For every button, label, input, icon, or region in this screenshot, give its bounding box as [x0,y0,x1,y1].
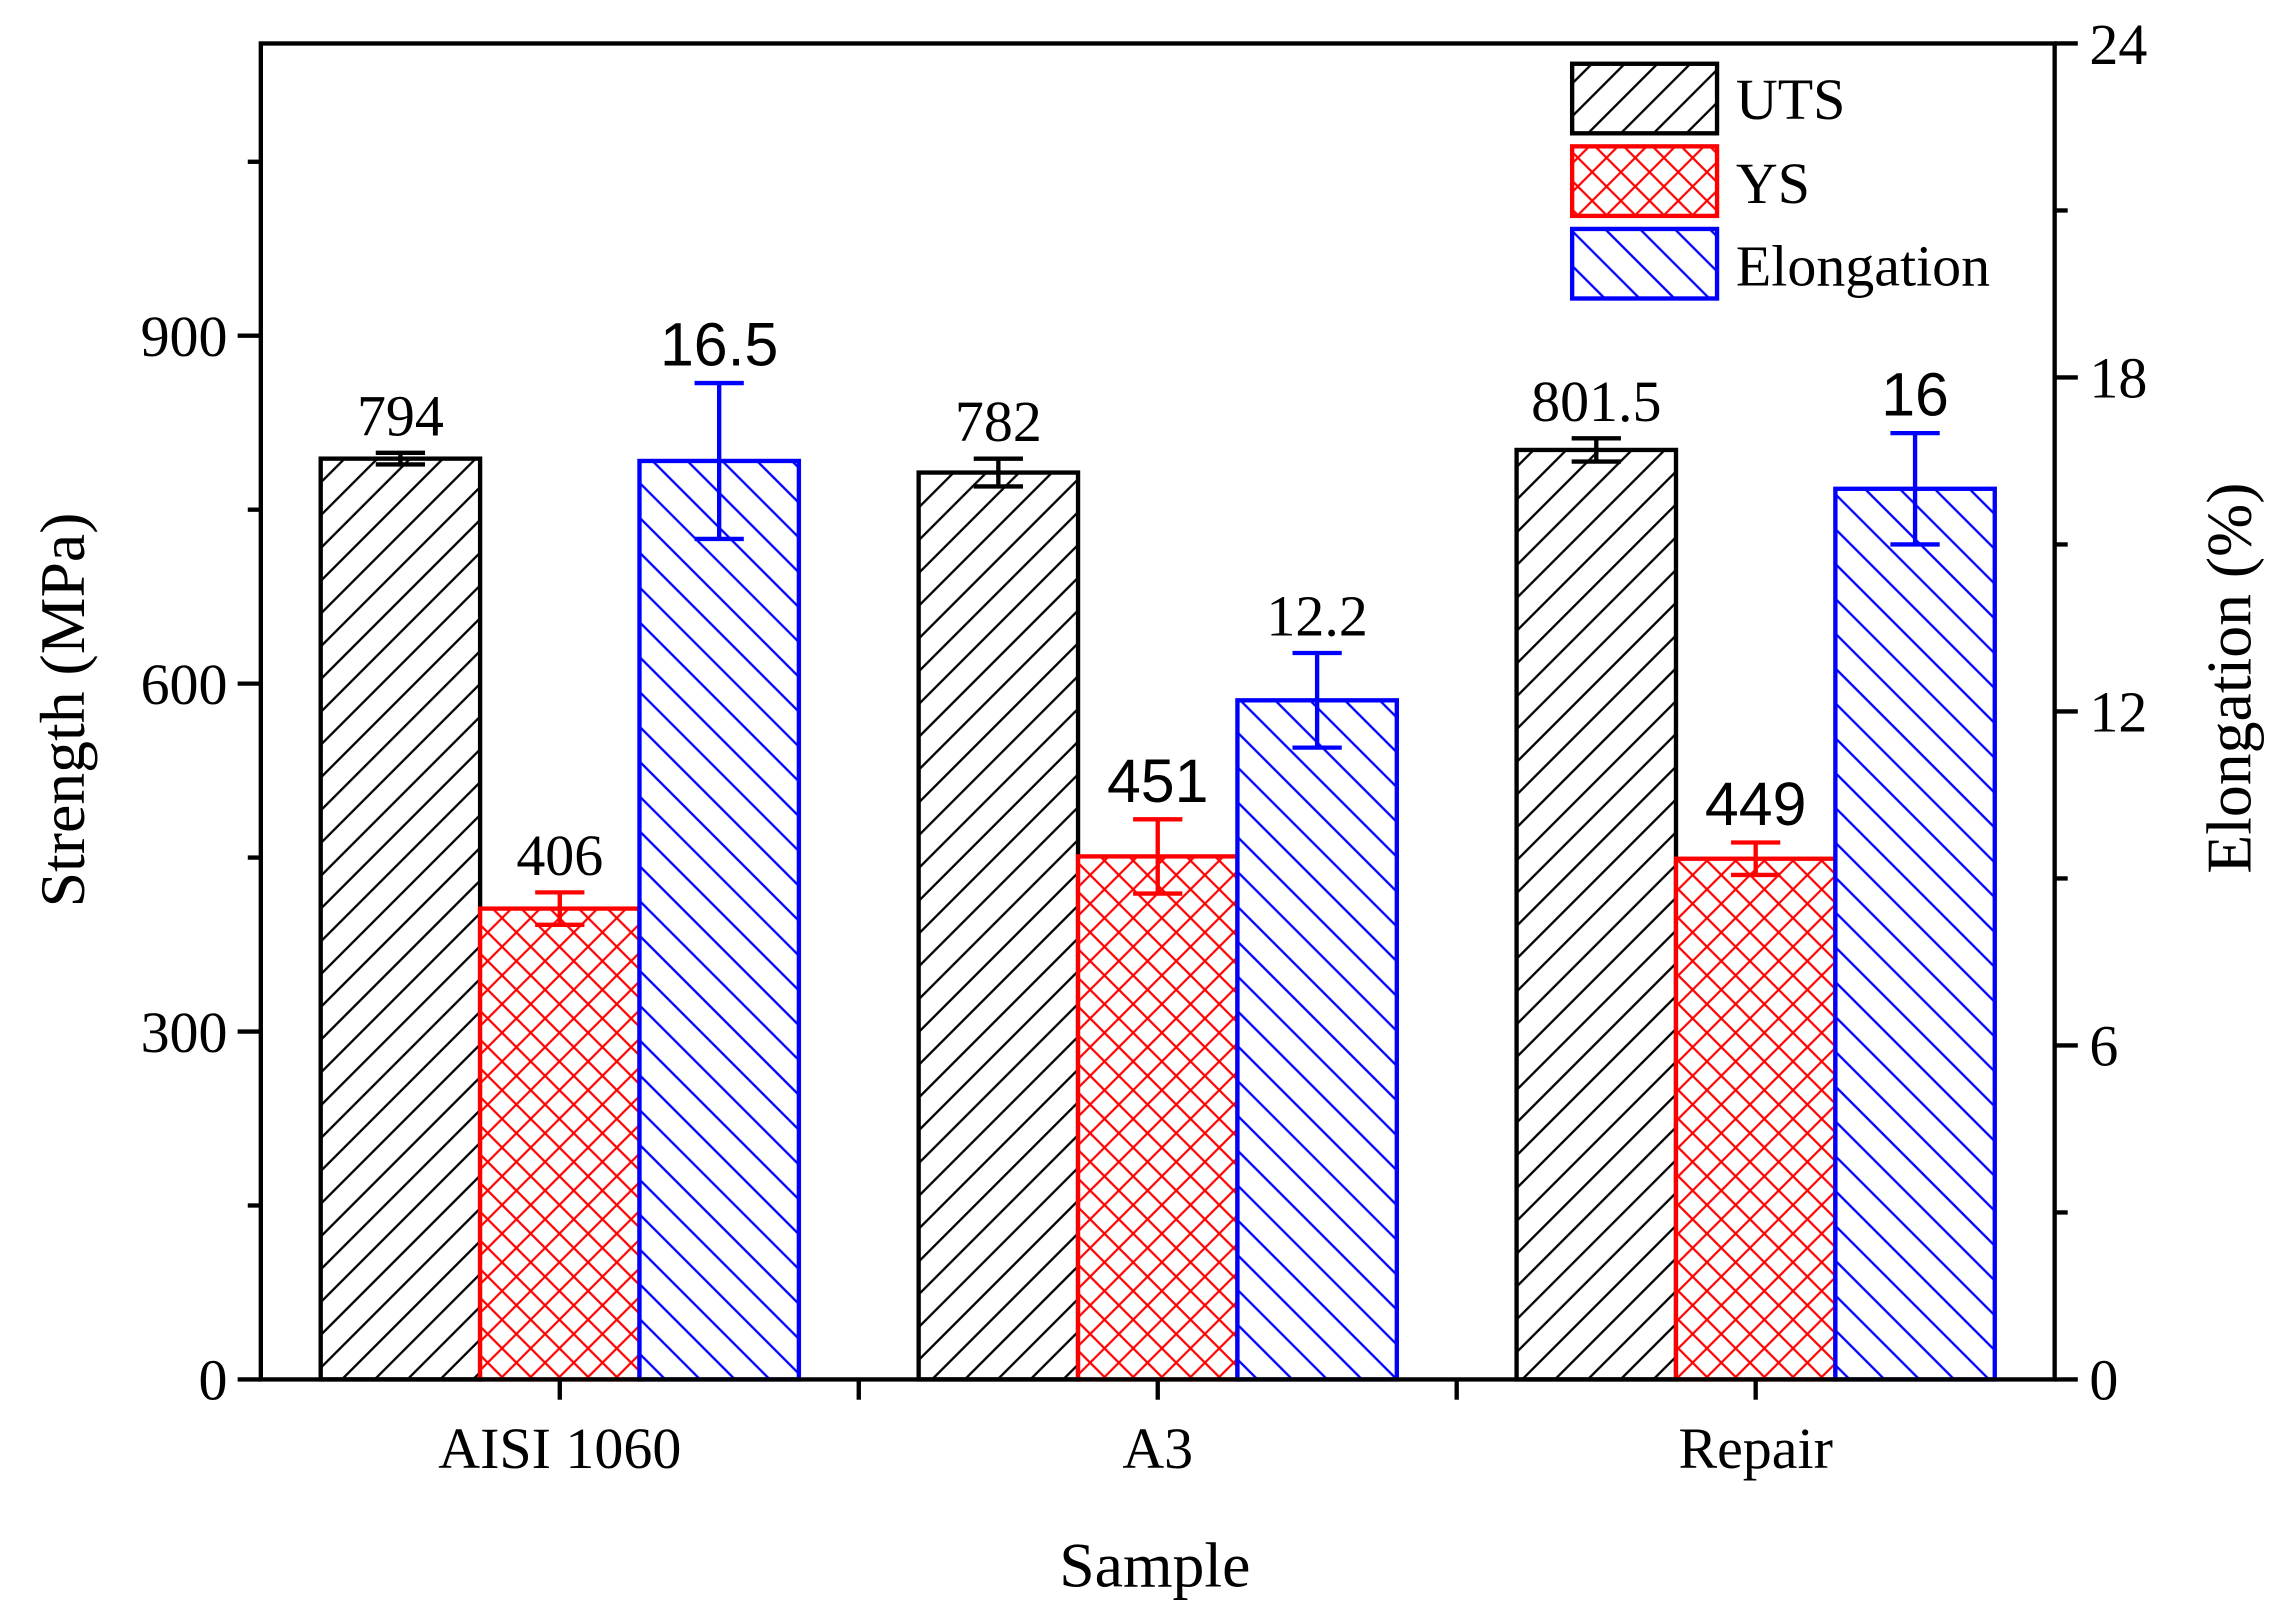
legend-item-ys: YS [1569,144,1810,219]
y2-tick-label: 18 [2089,346,2147,411]
elongation-error-bar-aisi-1060 [694,380,744,542]
uts-error-bar-aisi-1060 [375,450,426,467]
ys-data-label-aisi-1060: 406 [516,823,603,888]
bars-layer [318,447,1997,1382]
ys-error-bar-a3 [1133,817,1183,896]
y2-tick-label: 12 [2089,680,2147,745]
elongation-bar-a3 [1235,698,1399,1382]
ys-data-label-a3: 451 [1107,747,1209,815]
legend-item-uts: UTS [1569,61,1845,136]
x-axis-title: Sample [1059,1530,1250,1601]
plot-frame [258,41,2057,1382]
y2-tick-label: 0 [2089,1348,2118,1413]
error-bars-layer [375,380,1940,928]
uts-error-bar-repair [1571,436,1621,464]
legend-item-elongation: Elongation [1569,226,1990,301]
uts-data-label-aisi-1060: 794 [357,383,444,448]
y2-tick-label: 24 [2089,12,2147,77]
uts-bar-a3 [916,470,1081,1382]
uts-data-label-a3: 782 [955,389,1042,454]
y-tick-label: 0 [199,1348,228,1413]
uts-error-bar-a3 [973,456,1023,489]
ys-error-bar-repair [1731,840,1781,878]
x-tick-label-aisi-1060: AISI 1060 [438,1416,681,1481]
ys-data-label-repair: 449 [1705,770,1807,838]
x-tick-label-a3: A3 [1122,1416,1193,1481]
y2-axis-title: Elongation (%) [2193,483,2264,874]
uts-bar-repair [1514,447,1679,1382]
legend-swatch-uts [1569,61,1720,136]
elongation-bar-repair [1833,486,1997,1382]
elongation-error-bar-a3 [1292,650,1342,750]
legend-label-uts: UTS [1736,67,1845,132]
legend: UTS YS Elongation [1569,61,1990,301]
x-tick-label-repair: Repair [1678,1416,1832,1481]
elongation-bar-aisi-1060 [637,458,802,1382]
y-tick-label: 300 [141,1000,228,1065]
ys-bar-a3 [1075,854,1240,1382]
uts-bar-aisi-1060 [318,456,483,1382]
legend-label-ys: YS [1736,151,1810,216]
elongation-error-bar-repair [1890,430,1940,547]
ys-bar-repair [1673,856,1838,1382]
y-axis-title: Strength (MPa) [27,513,98,908]
elongation-data-label-aisi-1060: 16.5 [660,311,778,379]
legend-swatch-elongation [1569,226,1720,301]
axes-layer: 0 300 600 900 0 6 12 18 24 AISI 1060 A3 Repair [141,12,2148,1481]
elongation-data-label-a3: 12.2 [1266,584,1367,649]
ys-error-bar-aisi-1060 [535,890,585,928]
legend-swatch-ys [1569,144,1720,219]
ys-bar-aisi-1060 [477,906,642,1382]
uts-data-label-repair: 801.5 [1531,369,1661,434]
legend-label-elongation: Elongation [1736,233,1990,298]
elongation-data-label-repair: 16 [1881,361,1949,429]
data-labels-layer: 794 782 801.5 406 451 449 16.5 12.2 16 [357,311,1949,888]
y-tick-label: 600 [141,652,228,717]
y-tick-label: 900 [141,304,228,369]
y2-tick-label: 6 [2089,1014,2118,1079]
